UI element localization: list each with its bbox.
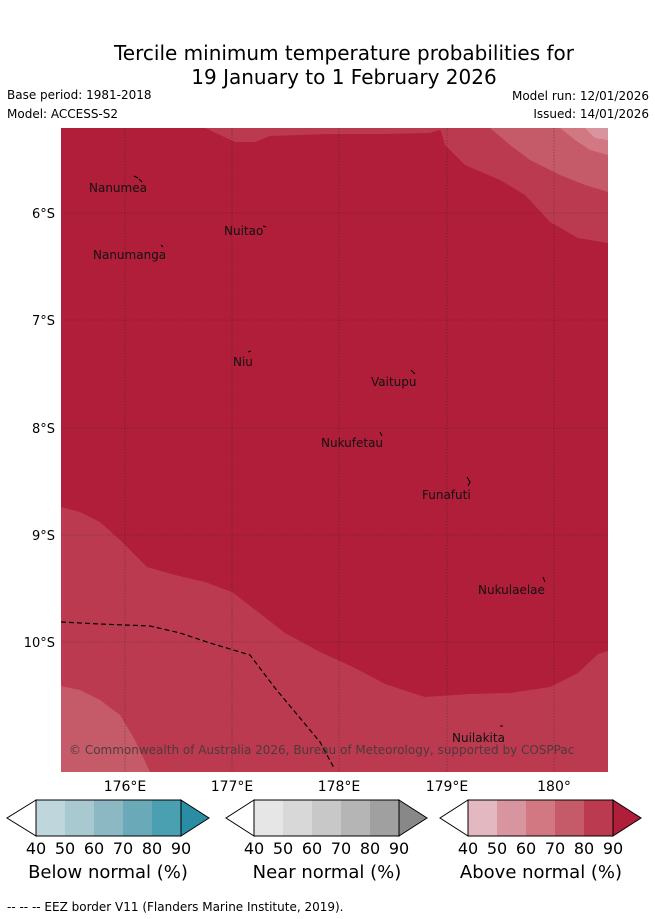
base-period: Base period: 1981-2018: [7, 88, 152, 102]
lat-label-10s: 10°S: [24, 636, 55, 651]
colorbar-near-normal: 40 50 60 70 80 90: [225, 799, 428, 858]
lat-label-9s: 9°S: [32, 529, 55, 544]
lat-label-7s: 7°S: [32, 314, 55, 329]
island-nukufetau: [379, 431, 383, 437]
colorbar-above-swatch-50-60: [497, 800, 526, 836]
colorbar-below-swatch-80-90: [152, 800, 181, 836]
lon-label-177e: 177°E: [211, 779, 254, 795]
latitude-labels: 6°S 7°S 8°S 9°S 10°S: [24, 207, 55, 651]
island-nanumanga: [160, 244, 164, 248]
probability-fill-80-top: [205, 128, 445, 142]
colorbar-label-near-normal: Near normal (%): [252, 862, 402, 883]
place-label-funafuti: Funafuti: [422, 488, 471, 502]
lon-label-176e: 176°E: [104, 779, 147, 795]
island-nuitao: [262, 225, 267, 228]
place-label-nukufetau: Nukufetau: [321, 436, 383, 450]
colorbar-below-tick-50: 50: [55, 839, 75, 858]
island-niu: [247, 350, 252, 353]
model-name: Model: ACCESS-S2: [7, 107, 119, 121]
model-run: Model run: 12/01/2026: [511, 89, 649, 103]
lon-label-179e: 179°E: [426, 779, 469, 795]
colorbar-near-swatch-80-90: [370, 800, 399, 836]
colorbar-above-normal: 40 50 60 70 80 90: [439, 799, 642, 858]
island-nukulaelae: [542, 576, 546, 583]
lon-label-180: 180°: [537, 779, 571, 795]
colorbar-below-tick-70: 70: [113, 839, 133, 858]
colorbar-above-tick-80: 80: [574, 839, 594, 858]
chart-title-line-2: 19 January to 1 February 2026: [191, 65, 497, 89]
colorbar-above-swatch-40-50: [468, 800, 497, 836]
colorbar-near-tick-90: 90: [389, 839, 409, 858]
colorbar-near-tick-40: 40: [244, 839, 264, 858]
colorbar-near-swatch-40-50: [254, 800, 283, 836]
place-label-nanumea: Nanumea: [89, 181, 147, 195]
lat-label-8s: 8°S: [32, 422, 55, 437]
colorbar-above-swatch-under-40: [439, 799, 469, 837]
colorbar-above-tick-50: 50: [487, 839, 507, 858]
chart-title-line-1: Tercile minimum temperature probabilitie…: [113, 41, 575, 65]
colorbar-near-tick-80: 80: [360, 839, 380, 858]
colorbar-above-tick-60: 60: [516, 839, 536, 858]
colorbar-label-below-normal: Below normal (%): [28, 862, 188, 883]
colorbar-below-swatch-70-80: [123, 800, 152, 836]
colorbar-below-tick-60: 60: [84, 839, 104, 858]
islands: [133, 175, 546, 727]
probability-fill-70-southwest: [61, 686, 150, 772]
eez-border: [60, 621, 335, 769]
colorbar-near-swatch-over-90: [398, 799, 428, 837]
colorbar-near-swatch-under-40: [225, 799, 255, 837]
longitude-labels: 176°E 177°E 178°E 179°E 180°: [104, 779, 571, 795]
place-label-niu: Niu: [233, 355, 253, 369]
colorbar-below-tick-40: 40: [26, 839, 46, 858]
island-nanumea: [133, 175, 143, 183]
colorbar-below-swatch-40-50: [36, 800, 65, 836]
colorbar-below-swatch-over-90: [180, 799, 210, 837]
colorbar-near-tick-60: 60: [302, 839, 322, 858]
colorbar-near-tick-50: 50: [273, 839, 293, 858]
colorbar-above-swatch-over-90: [612, 799, 642, 837]
colorbar-below-tick-80: 80: [142, 839, 162, 858]
colorbar-near-tick-70: 70: [331, 839, 351, 858]
place-label-nukulaelae: Nukulaelae: [478, 583, 545, 597]
island-funafuti: [466, 476, 471, 487]
colorbar-below-swatch-under-40: [6, 799, 37, 837]
probability-fill-50-northeast: [585, 128, 608, 140]
colorbar-below-tick-90: 90: [171, 839, 191, 858]
colorbar-below-swatch-50-60: [65, 800, 94, 836]
colorbar-label-above-normal: Above normal (%): [459, 862, 623, 883]
colorbar-above-tick-40: 40: [458, 839, 478, 858]
probability-fill-80-south: [61, 507, 608, 772]
colorbar-near-swatch-50-60: [283, 800, 312, 836]
colorbar-above-swatch-70-80: [555, 800, 584, 836]
place-label-nuitao: Nuitao: [224, 224, 263, 238]
place-label-vaitupu: Vaitupu: [371, 375, 417, 389]
lon-label-178e: 178°E: [318, 779, 361, 795]
colorbar-below-normal: 40 50 60 70 80 90: [6, 799, 210, 858]
map-panel[interactable]: Nanumea Nuitao Nanumanga Niu Vaitupu Nuk…: [60, 128, 608, 772]
place-label-nanumanga: Nanumanga: [93, 248, 166, 262]
colorbar-above-tick-90: 90: [603, 839, 623, 858]
colorbar-below-swatch-60-70: [94, 800, 123, 836]
graticule: [61, 128, 608, 772]
colorbar-above-swatch-60-70: [526, 800, 555, 836]
probability-fill-70-northeast: [490, 128, 608, 192]
eez-border-footnote: -- -- -- EEZ border V11 (Flanders Marine…: [7, 900, 344, 914]
place-label-nuilakita: Nuilakita: [452, 731, 505, 745]
colorbar-above-swatch-80-90: [584, 800, 613, 836]
colorbar-near-swatch-70-80: [341, 800, 370, 836]
issued-date: Issued: 14/01/2026: [533, 107, 649, 121]
colorbar-above-tick-70: 70: [545, 839, 565, 858]
colorbar-near-swatch-60-70: [312, 800, 341, 836]
island-vaitupu: [410, 369, 416, 375]
lat-label-6s: 6°S: [32, 207, 55, 222]
copyright-notice: © Commonwealth of Australia 2026, Bureau…: [69, 743, 574, 757]
